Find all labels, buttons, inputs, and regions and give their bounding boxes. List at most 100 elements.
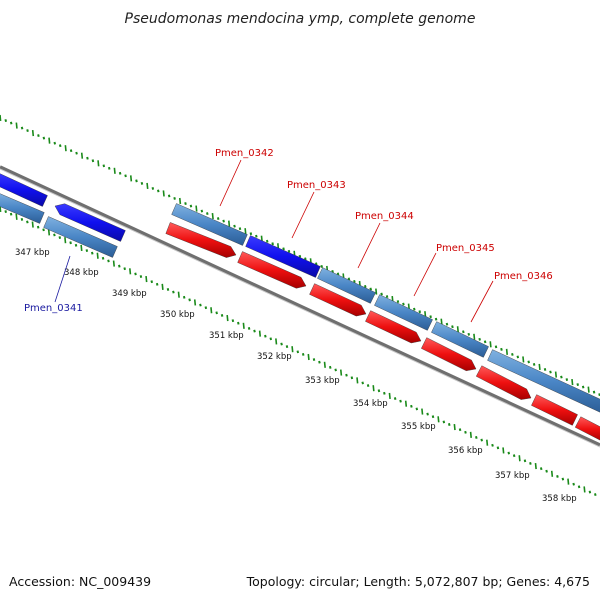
inner-tick [534,462,537,470]
gene-label-pmen_0343[interactable]: Pmen_0343 [287,180,346,191]
gene-reverse[interactable] [309,283,367,317]
inner-tick [129,268,132,275]
outer-tick [554,371,558,378]
inner-tick [193,299,197,306]
gene-highlight[interactable] [245,235,321,278]
label-leader-lines [54,159,494,323]
gene-label-pmen_0342[interactable]: Pmen_0342 [215,148,274,159]
gene-forward[interactable] [171,203,248,246]
inner-tick [545,469,548,473]
inner-tick [220,314,224,317]
outer-tick [380,292,383,296]
gene-label-leader [219,159,242,207]
inner-tick [26,220,29,224]
outer-tick [20,126,24,130]
inner-tick [453,424,456,431]
outer-tick [233,224,236,228]
gene-forward[interactable] [374,294,433,331]
outer-tick [58,144,62,148]
outer-tick [124,174,127,178]
inner-tick [20,217,24,221]
gene-forward[interactable] [43,216,118,258]
gene-label-pmen_0344[interactable]: Pmen_0344 [355,211,414,222]
inner-tick [215,311,218,315]
outer-tick [581,385,585,389]
inner-tick [345,373,348,377]
gene-forward[interactable] [487,349,600,414]
inner-tick [572,482,575,486]
outer-tick [0,114,2,122]
inner-tick [53,233,56,237]
inner-tick [372,385,375,392]
backbone-line [0,165,600,448]
gene-reverse[interactable] [475,365,532,400]
outer-tick [113,167,116,174]
outer-tick [216,217,220,221]
outer-tick [162,190,165,197]
inner-tick [112,260,115,267]
outer-tick [494,345,498,349]
gene-reverse[interactable] [237,251,307,289]
inner-tick [291,346,294,353]
outer-tick [53,141,57,145]
kbp-label: 347 kbp [15,248,50,258]
inner-tick [426,412,429,416]
outer-tick [418,310,422,314]
inner-tick [182,295,186,299]
gene-highlight[interactable] [0,173,48,207]
inner-tick [383,391,386,395]
inner-tick [556,474,559,478]
inner-tick [588,490,592,494]
outer-tick [402,302,405,306]
gene-reverse[interactable] [165,222,237,258]
gene-reverse[interactable] [421,337,477,372]
outer-tick [271,242,274,246]
outer-tick [369,287,372,291]
outer-tick [375,288,378,295]
outer-tick [440,318,443,325]
inner-tick [31,221,34,228]
inner-tick [577,485,581,489]
gene-label-leader [54,255,71,303]
gene-forward[interactable] [0,193,45,224]
inner-tick-ring [0,205,597,497]
gene-forward[interactable] [317,267,376,304]
kbp-label: 351 kbp [209,331,244,341]
gene-forward[interactable] [431,321,489,358]
outer-tick [69,149,73,153]
inner-tick [550,470,554,477]
gene-reverse[interactable] [365,310,422,344]
inner-tick [469,431,472,438]
outer-tick [167,194,171,198]
gene-reverse[interactable] [531,394,578,426]
kbp-label: 350 kbp [160,310,195,320]
inner-tick [377,389,381,393]
inner-tick [69,241,72,245]
gene-label-pmen_0345[interactable]: Pmen_0345 [436,243,495,254]
inner-tick [226,314,229,322]
outer-tick [178,197,182,205]
outer-tick [560,375,563,379]
gene-highlight[interactable] [54,203,126,242]
inner-tick [393,397,397,400]
outer-tick [505,348,509,355]
outer-tick [244,228,247,235]
inner-tick [486,439,489,446]
gene-reverse[interactable] [574,416,600,442]
gene-label-pmen_0346[interactable]: Pmen_0346 [494,271,553,282]
inner-tick [42,228,45,232]
outer-tick [532,363,536,366]
outer-tick [364,285,367,288]
inner-tick [523,459,527,463]
outer-tick [227,220,231,227]
outer-tick [80,152,84,159]
inner-tick [139,275,143,278]
inner-tick [85,249,89,252]
gene-label-pmen_0341[interactable]: Pmen_0341 [24,303,83,314]
inner-tick [404,400,408,407]
inner-tick [161,283,164,290]
inner-tick [437,416,440,423]
gene-label-leader [470,280,494,323]
inner-tick [415,407,419,411]
inner-tick [258,330,262,337]
